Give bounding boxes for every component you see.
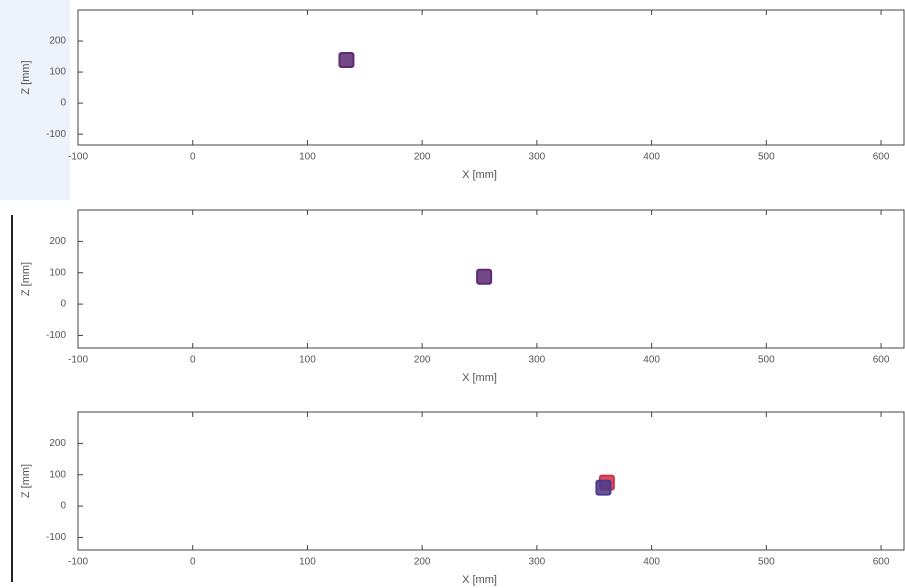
x-tick-label: 400 [643,557,660,568]
x-tick-label: 600 [873,355,890,366]
y-tick-label: -100 [46,330,66,341]
y-axis-label: Z [mm] [20,60,32,94]
x-tick-label: 400 [643,152,660,163]
x-tick-label: 200 [414,152,431,163]
x-tick-label: 100 [299,152,316,163]
y-axis-label: Z [mm] [20,464,32,498]
x-tick-label: -100 [68,152,88,163]
x-tick-label: -100 [68,557,88,568]
y-tick-label: 100 [49,469,66,480]
x-tick-label: 600 [873,557,890,568]
x-tick-label: 0 [190,557,196,568]
y-tick-label: 100 [49,67,66,78]
x-tick-label: 200 [414,557,431,568]
x-tick-label: 300 [529,557,546,568]
x-tick-label: 500 [758,152,775,163]
x-axis-label: X [mm] [462,372,497,384]
y-tick-label: 0 [60,98,66,109]
x-tick-label: 100 [299,355,316,366]
y-tick-label: 200 [49,36,66,47]
x-tick-label: 400 [643,355,660,366]
background [0,0,905,588]
marker [339,53,353,67]
x-tick-label: 600 [873,152,890,163]
x-axis-label: X [mm] [462,169,497,181]
y-tick-label: 200 [49,236,66,247]
x-tick-label: 300 [529,355,546,366]
x-tick-label: 300 [529,152,546,163]
x-tick-label: -100 [68,355,88,366]
x-tick-label: 0 [190,152,196,163]
x-tick-label: 500 [758,557,775,568]
figure: -100 0 100 200 300 400 500 600 -100 0 100 200 X [mm]… [0,0,905,588]
y-axis-label: Z [mm] [20,262,32,296]
x-tick-label: 0 [190,355,196,366]
x-tick-label: 200 [414,355,431,366]
y-tick-label: 0 [60,299,66,310]
y-tick-label: 100 [49,267,66,278]
marker [596,481,610,495]
x-tick-label: 500 [758,355,775,366]
x-tick-label: 100 [299,557,316,568]
y-tick-label: 0 [60,501,66,512]
x-axis-label: X [mm] [462,574,497,586]
y-tick-label: 200 [49,438,66,449]
marker [477,270,491,284]
y-tick-label: -100 [46,129,66,140]
y-tick-label: -100 [46,532,66,543]
